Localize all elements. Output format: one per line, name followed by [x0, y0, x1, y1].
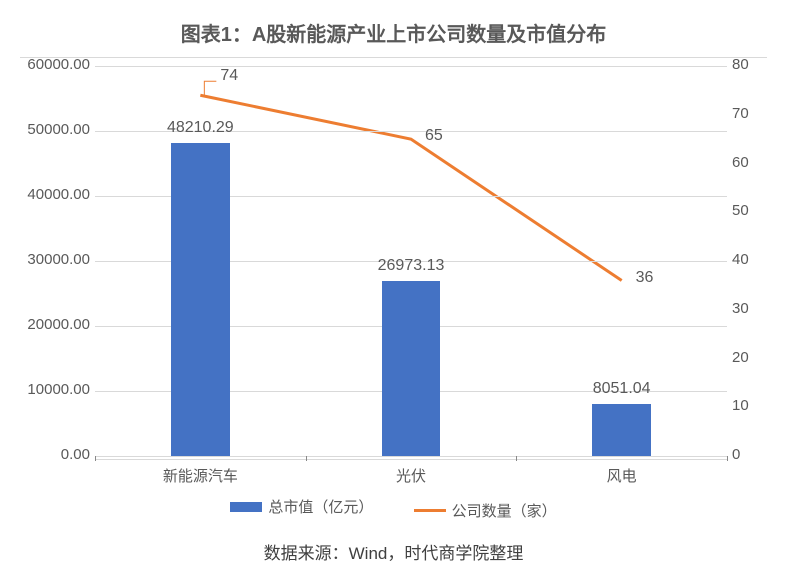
legend-item-line: 公司数量（家） [414, 500, 557, 521]
y2-tick-label: 30 [732, 300, 762, 317]
legend-item-bar: 总市值（亿元） [230, 496, 373, 517]
x-category-label: 新能源汽车 [163, 465, 238, 486]
line-value-label: 36 [636, 269, 654, 287]
leader-line [204, 81, 216, 95]
y1-tick-label: 60000.00 [20, 56, 90, 73]
grid-line [95, 456, 727, 457]
legend-label-bar: 总市值（亿元） [268, 496, 373, 517]
bar [382, 281, 441, 456]
x-tick [95, 456, 96, 461]
y1-tick-label: 50000.00 [20, 121, 90, 138]
y1-tick-label: 20000.00 [20, 316, 90, 333]
x-tick [516, 456, 517, 461]
bar-value-label: 26973.13 [378, 257, 445, 275]
y2-tick-label: 20 [732, 349, 762, 366]
line-value-label: 65 [425, 127, 443, 145]
x-category-label: 光伏 [396, 465, 426, 486]
y2-tick-label: 80 [732, 56, 762, 73]
y1-tick-label: 40000.00 [20, 186, 90, 203]
grid-line [95, 66, 727, 67]
x-tick [306, 456, 307, 461]
legend-swatch-line [414, 509, 446, 512]
y2-tick-label: 60 [732, 154, 762, 171]
data-source: 数据来源：Wind，时代商学院整理 [20, 539, 767, 564]
bar [171, 143, 230, 456]
y2-tick-label: 10 [732, 397, 762, 414]
bar-value-label: 48210.29 [167, 119, 234, 137]
bar-value-label: 8051.04 [593, 380, 651, 398]
legend-label-line: 公司数量（家） [452, 500, 557, 521]
chart-container: 图表1：A股新能源产业上市公司数量及市值分布 0.0010000.0020000… [0, 0, 787, 557]
legend: 总市值（亿元） 公司数量（家） [20, 496, 767, 521]
y1-tick-label: 10000.00 [20, 381, 90, 398]
y2-tick-label: 40 [732, 251, 762, 268]
x-category-label: 风电 [607, 465, 637, 486]
bar [592, 404, 651, 456]
x-tick [727, 456, 728, 461]
y2-tick-label: 70 [732, 105, 762, 122]
y1-tick-label: 30000.00 [20, 251, 90, 268]
y1-tick-label: 0.00 [20, 446, 90, 463]
legend-swatch-bar [230, 502, 262, 512]
y2-tick-label: 0 [732, 446, 762, 463]
line-value-label: 74 [220, 67, 238, 85]
x-axis [95, 459, 727, 460]
line-series-path [200, 95, 621, 280]
chart-title: 图表1：A股新能源产业上市公司数量及市值分布 [20, 12, 767, 58]
plot-area: 0.0010000.0020000.0030000.0040000.005000… [95, 66, 727, 456]
y2-tick-label: 50 [732, 202, 762, 219]
